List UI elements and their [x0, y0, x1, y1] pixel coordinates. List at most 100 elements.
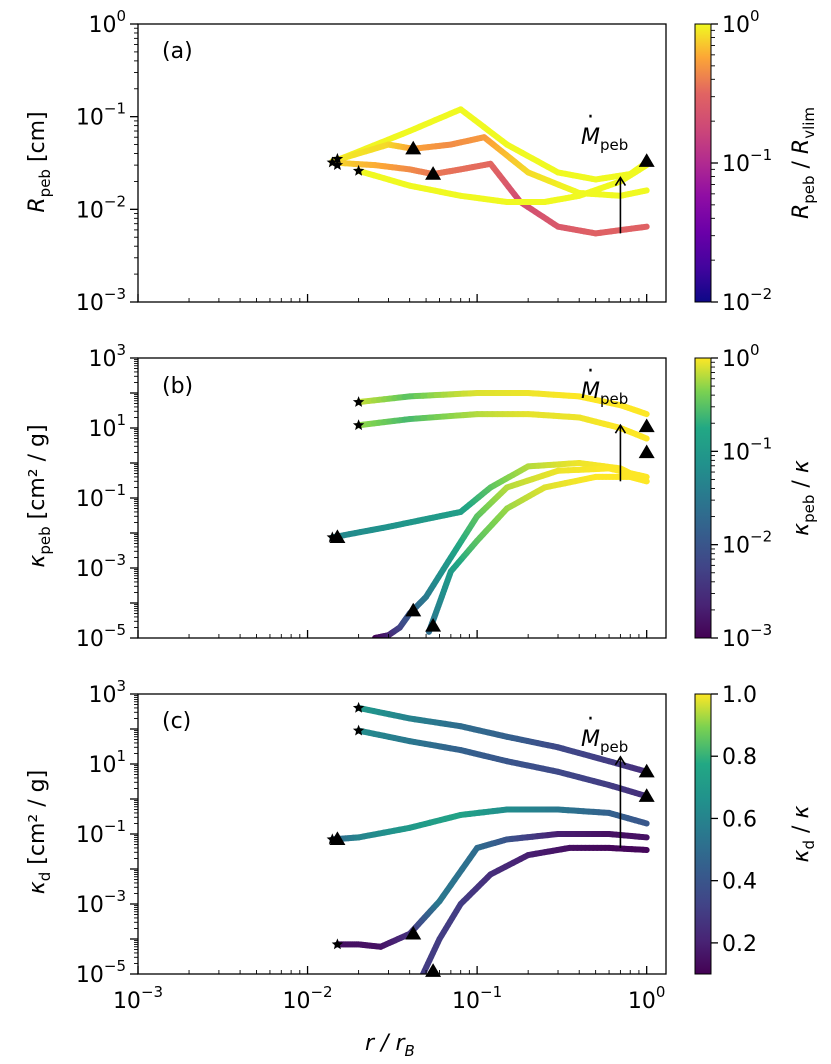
- panel-a-mdot-sub: peb: [600, 136, 628, 154]
- panel-c-ylabel-main: κ: [25, 881, 50, 894]
- panel-a-mdot: M · peb: [581, 105, 628, 154]
- x-tick-label: 10−2: [282, 983, 332, 1014]
- y-tick-label: 103: [88, 341, 126, 372]
- x-tick-label: 100: [628, 983, 666, 1014]
- colorbar-tick-label: 0.4: [722, 870, 757, 895]
- panel-c-colorbar: [694, 693, 712, 975]
- series-segment: [639, 473, 650, 480]
- panel-c-mdot: M · peb: [581, 707, 628, 756]
- panel-a-cbar-label-sub2: vlim: [800, 107, 818, 139]
- colorbar-tick-label: 0.6: [722, 807, 757, 832]
- x-tick-label: 10−1: [452, 983, 502, 1014]
- panel-b-plot: 103 101 10−1 10−3 10−5: [76, 341, 667, 652]
- mdot-arrow-head: [614, 423, 627, 434]
- colorbar-tick-label: 10−2: [722, 528, 772, 559]
- x-axis-label-sub: B: [405, 1042, 415, 1060]
- panel-a-cbar-label-sep: /: [789, 154, 814, 175]
- triangle-marker: [405, 602, 422, 617]
- x-axis-label-main: r / r: [365, 1031, 406, 1056]
- colorbar-tick-label: 10−3: [722, 621, 772, 652]
- panel-b-cbar-label-sep: /: [789, 473, 814, 494]
- panel-c-label: (c): [162, 709, 191, 734]
- triangle-marker: [329, 831, 346, 846]
- panel-a-colorbar-label: Rpeb / Rvlim: [789, 107, 818, 219]
- colorbar-tick-label: 0.2: [722, 932, 757, 957]
- panel-c-series-5: [420, 844, 650, 974]
- mdot-arrow-head: [614, 755, 627, 766]
- colorbar-tick-label: 0.8: [722, 745, 757, 770]
- y-tick-label: 10−2: [76, 192, 126, 223]
- panel-b-series-group: [329, 390, 650, 638]
- star-marker: [331, 159, 344, 170]
- triangle-marker: [638, 444, 655, 459]
- panel-a-colorbar-ticks: 100 10−1 10−2: [711, 7, 772, 316]
- panel-b-ylabel-sub: peb: [36, 526, 54, 554]
- star-marker: [352, 419, 365, 431]
- mdot-arrow-head: [614, 176, 627, 187]
- series-segment: [641, 434, 650, 442]
- colorbar-tick-label: 10−1: [722, 146, 772, 177]
- y-tick-label: 100: [88, 7, 126, 38]
- triangle-marker: [638, 418, 655, 433]
- colorbar-tick-label: 100: [722, 7, 760, 38]
- colorbar-tick-label: 1.0: [722, 683, 757, 708]
- panel-b-ylabel-main: κ: [25, 555, 50, 568]
- panel-c-ylabel-sub: d: [36, 872, 54, 882]
- panel-c-mdot-main: M: [581, 727, 600, 752]
- series-segment: [641, 187, 650, 194]
- star-marker: [352, 724, 365, 736]
- y-tick-label: 10−5: [76, 957, 126, 988]
- panel-a-frame: [137, 23, 667, 303]
- y-tick-label: 10−1: [76, 817, 126, 848]
- panel-c-mdot-sub: peb: [600, 738, 628, 756]
- triangle-marker: [638, 153, 655, 167]
- panel-a-markers: [326, 140, 655, 180]
- panel-b-mdot-main: M: [581, 379, 600, 404]
- panel-a-plot: 100 10−1 10−2 10−3: [76, 7, 667, 316]
- colorbar-tick-label: 10−2: [722, 285, 772, 316]
- triangle-marker: [405, 140, 422, 155]
- panel-b-colorbar: [694, 357, 712, 639]
- panel-b-label: (b): [162, 374, 193, 399]
- panel-a-series-group: [329, 106, 650, 237]
- panel-b-colorbar-ticks: 100 10−1 10−2 10−3: [711, 341, 772, 652]
- series-segment: [639, 819, 650, 827]
- panel-b-cbar-label-main: κ: [789, 523, 814, 536]
- panel-a: 100 10−1 10−2 10−3 (a) Rpeb [cm] M · peb 10…: [25, 7, 818, 316]
- y-tick-label: 10−5: [76, 621, 126, 652]
- star-marker: [331, 938, 344, 950]
- panel-b-markers: [326, 396, 655, 632]
- panel-b-cbar-label-sub: peb: [800, 495, 818, 523]
- panel-a-label: (a): [162, 39, 193, 64]
- y-tick-label: 103: [88, 677, 126, 708]
- panel-c-cbar-label-main2: κ: [789, 806, 814, 819]
- triangle-marker: [638, 788, 655, 802]
- colorbar-tick-label: 100: [722, 341, 760, 372]
- panel-b-series-1: [355, 390, 650, 418]
- x-axis-label: r / rB: [365, 1031, 415, 1060]
- star-marker: [352, 164, 365, 176]
- panel-c-mdot-dot: ·: [587, 707, 594, 732]
- panel-b-series-5: [425, 473, 650, 635]
- panel-a-ylabel-unit: [cm]: [25, 111, 50, 169]
- panel-c-cbar-label-sep: /: [789, 819, 814, 840]
- y-tick-label: 101: [88, 747, 126, 778]
- panel-a-series-2: [329, 134, 650, 199]
- panel-a-ylabel-sub: peb: [36, 169, 54, 197]
- panel-c-ylabel-unit: [cm² / g]: [25, 770, 50, 872]
- panel-a-colorbar: [694, 23, 712, 303]
- panel-c-series-2: [355, 727, 650, 800]
- panel-b-ylabel: κpeb [cm² / g]: [25, 424, 54, 567]
- panel-c-colorbar-ticks: 1.0 0.8 0.6 0.4 0.2: [711, 683, 757, 957]
- triangle-marker: [425, 618, 442, 632]
- y-tick-label: 101: [88, 411, 126, 442]
- star-marker: [352, 701, 365, 713]
- panel-a-ylabel-main: R: [25, 197, 50, 212]
- colorbar-tick-label: 10−1: [722, 434, 772, 465]
- panel-b-series-2: [355, 411, 650, 442]
- panel-c-cbar-label-sub: d: [800, 840, 818, 850]
- panel-a-mdot-dot: ·: [587, 105, 594, 130]
- series-segment: [641, 410, 650, 418]
